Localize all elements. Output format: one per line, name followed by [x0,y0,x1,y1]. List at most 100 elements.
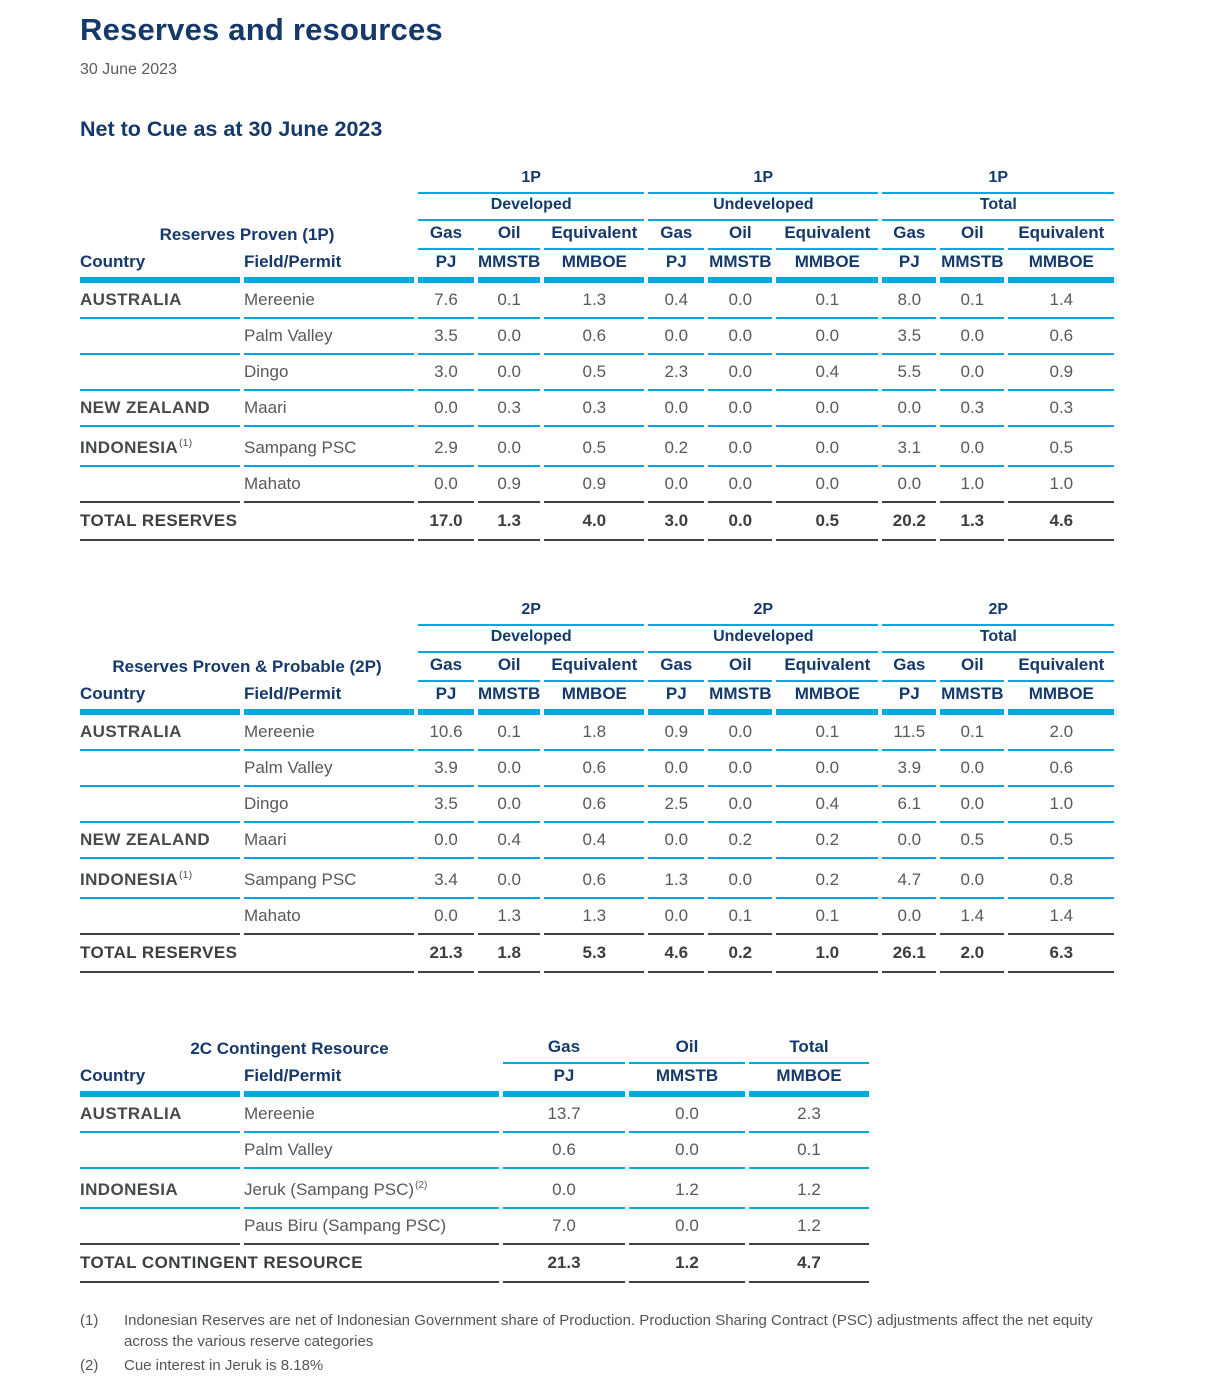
field-name: Paus Biru (Sampang PSC) [244,1216,447,1235]
column-header: Gas [418,221,474,250]
field-cell: Palm Valley [244,319,414,355]
value-cell: 1.2 [629,1169,745,1209]
value-cell: 0.9 [544,467,645,503]
value-cell: 0.0 [708,283,773,319]
total-value-cell: 21.3 [418,935,474,973]
column-header: Equivalent [544,653,645,682]
country-cell: AUSTRALIA [80,1097,240,1133]
value-cell: 0.5 [940,823,1005,859]
value-cell: 0.0 [648,899,705,935]
field-cell: Mereenie [244,715,414,751]
header-row: Developed Undeveloped Total [80,626,1115,653]
value-cell: 0.0 [776,751,879,787]
value-cell: 6.1 [882,787,937,823]
table-row: Mahato 0.0 1.3 1.3 0.0 0.1 0.1 0.0 1.4 1.4 [80,899,1115,935]
value-cell: 11.5 [882,715,937,751]
value-cell: 3.1 [882,427,937,467]
value-cell: 0.0 [708,859,773,899]
table-contingent-resource-2c: 2C Contingent Resource Gas Oil Total Country… [76,1035,873,1283]
table-row: AUSTRALIA Mereenie 7.6 0.1 1.3 0.4 0.0 0.1 8.0 0.… [80,283,1115,319]
table-row: NEW ZEALAND Maari 0.0 0.3 0.3 0.0 0.0 0.0 0.0 0.3… [80,391,1115,427]
country-name: INDONESIA [80,438,179,457]
column-header: Equivalent [544,221,645,250]
table-row: INDONESIA(1) Sampang PSC 2.9 0.0 0.5 0.2 0.0 0.… [80,427,1115,467]
country-cell [80,319,240,355]
value-cell: 0.0 [478,427,541,467]
field-header: Field/Permit [244,250,414,283]
unit-header: MMSTB [708,682,773,715]
value-cell: 0.8 [1008,859,1115,899]
country-name: AUSTRALIA [80,722,182,741]
value-cell: 0.0 [418,391,474,427]
value-cell: 0.0 [940,787,1005,823]
value-cell: 4.7 [882,859,937,899]
unit-header: PJ [648,250,705,283]
unit-header: PJ [648,682,705,715]
total-value-cell: 17.0 [418,503,474,541]
value-cell: 0.4 [478,823,541,859]
field-name: Palm Valley [244,326,333,345]
country-name: NEW ZEALAND [80,830,210,849]
value-cell: 5.5 [882,355,937,391]
value-cell: 0.0 [648,823,705,859]
value-cell: 1.4 [1008,283,1115,319]
footnote-ref: (2) [415,1180,428,1191]
value-cell: 3.4 [418,859,474,899]
field-cell: Dingo [244,787,414,823]
field-cell: Mereenie [244,283,414,319]
footnote-marker: (2) [80,1356,99,1374]
country-cell [80,1209,240,1245]
column-header: Gas [882,221,937,250]
country-name: NEW ZEALAND [80,398,210,417]
reserve-class-label: 1P [648,167,879,194]
value-cell: 0.2 [776,823,879,859]
contingent-resource-table-section: 2C Contingent Resource Gas Oil Total Country… [80,1035,1141,1283]
unit-header: MMSTB [940,250,1005,283]
field-cell: Maari [244,391,414,427]
column-header: Total [749,1035,869,1064]
value-cell: 0.0 [648,391,705,427]
country-header: Country [80,682,240,715]
table-row: Palm Valley 3.9 0.0 0.6 0.0 0.0 0.0 3.9 0.0 0.6 [80,751,1115,787]
country-cell: NEW ZEALAND [80,823,240,859]
value-cell: 0.9 [478,467,541,503]
country-cell [80,467,240,503]
value-cell: 2.0 [1008,715,1115,751]
units-header-row: Country Field/Permit PJ MMSTB MMBOE [80,1064,869,1097]
value-cell: 1.0 [940,467,1005,503]
value-cell: 0.1 [776,899,879,935]
total-value-cell: 5.3 [544,935,645,973]
value-cell: 0.5 [544,355,645,391]
footnote-text: Indonesian Reserves are net of Indonesia… [124,1312,1093,1351]
country-name: INDONESIA [80,1180,179,1199]
unit-header: MMBOE [776,250,879,283]
field-name: Maari [244,398,287,417]
country-cell: INDONESIA(1) [80,859,240,899]
field-name: Mahato [244,474,301,493]
value-cell: 0.1 [940,283,1005,319]
table-row: INDONESIA Jeruk (Sampang PSC)(2) 0.0 1.2 1.2 [80,1169,869,1209]
value-cell: 0.1 [708,899,773,935]
column-header: Oil [478,653,541,682]
value-cell: 1.3 [544,283,645,319]
total-value-cell: 0.5 [776,503,879,541]
report-date: 30 June 2023 [80,61,177,78]
field-name: Sampang PSC [244,870,357,889]
value-cell: 3.9 [418,751,474,787]
field-name: Dingo [244,794,289,813]
value-cell: 0.1 [776,715,879,751]
field-name: Palm Valley [244,1140,333,1159]
value-cell: 3.5 [882,319,937,355]
table-row: Paus Biru (Sampang PSC) 7.0 0.0 1.2 [80,1209,869,1245]
value-cell: 0.0 [940,859,1005,899]
value-cell: 0.0 [708,319,773,355]
total-value-cell: 1.3 [940,503,1005,541]
value-cell: 0.5 [544,427,645,467]
value-cell: 0.0 [708,355,773,391]
value-cell: 0.0 [708,391,773,427]
table-row: Mahato 0.0 0.9 0.9 0.0 0.0 0.0 0.0 1.0 1.0 [80,467,1115,503]
table-reserves-proven-probable-2p: 2P 2P 2P Developed Undeveloped Total Reserves … [76,599,1118,973]
value-cell: 1.0 [1008,787,1115,823]
value-cell: 0.3 [544,391,645,427]
total-label: TOTAL CONTINGENT RESOURCE [80,1245,499,1283]
